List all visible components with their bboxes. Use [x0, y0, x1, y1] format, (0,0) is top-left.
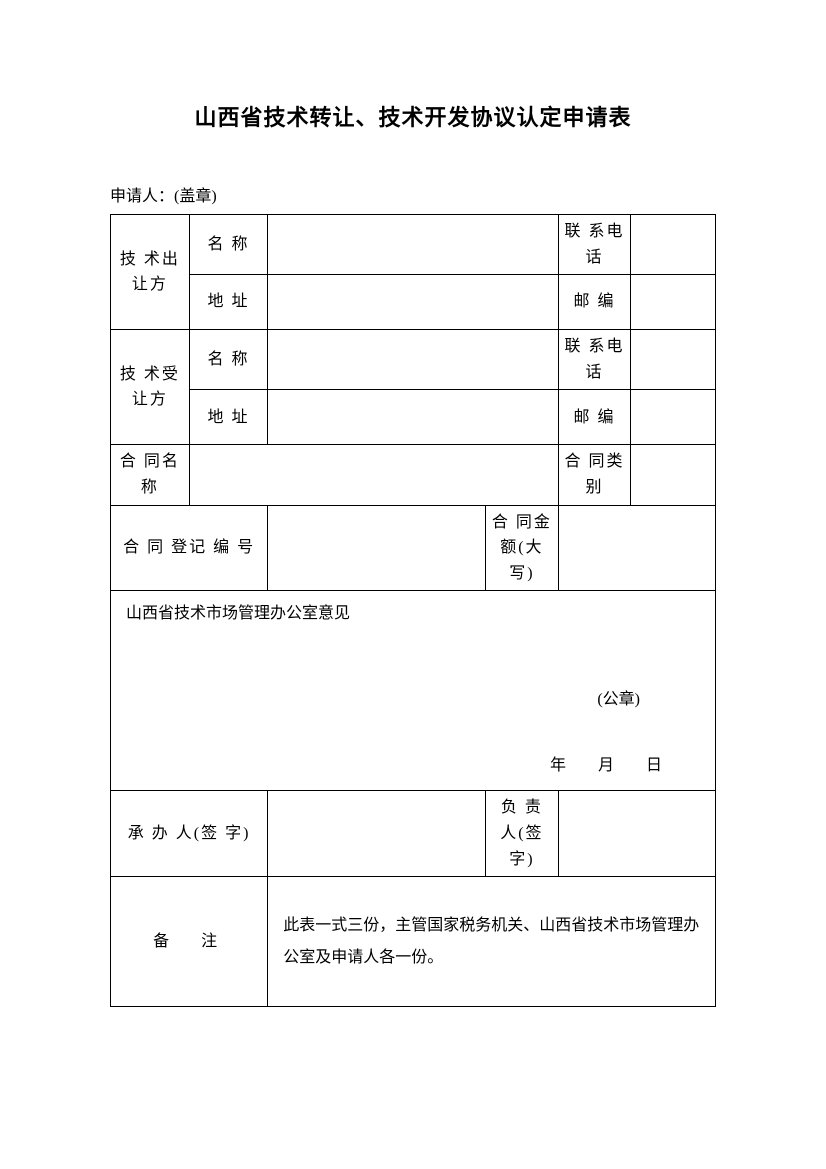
transferor-label: 技 术出让方 — [111, 215, 190, 330]
transferee-phone-label: 联 系电话 — [558, 330, 631, 390]
contract-reg-no-label: 合 同 登记 编 号 — [111, 505, 268, 591]
transferor-address-value[interactable] — [268, 275, 558, 330]
responsible-label: 负 责 人(签 字) — [486, 791, 559, 877]
date-label: 年 月 日 — [126, 753, 700, 779]
transferee-phone-value[interactable] — [631, 330, 716, 390]
contract-amount-label: 合 同金 额(大 写) — [486, 505, 559, 591]
transferor-name-value[interactable] — [268, 215, 558, 275]
handler-label: 承 办 人(签 字) — [111, 791, 268, 877]
transferor-name-label: 名 称 — [189, 215, 268, 275]
contract-type-value[interactable] — [631, 445, 716, 505]
transferee-name-label: 名 称 — [189, 330, 268, 390]
contract-name-value[interactable] — [189, 445, 558, 505]
application-form-table: 技 术出让方 名 称 联 系电话 地 址 邮 编 技 术受让方 名 称 联 系电… — [110, 214, 716, 1007]
responsible-value[interactable] — [558, 791, 715, 877]
transferee-label: 技 术受让方 — [111, 330, 190, 445]
contract-amount-value[interactable] — [558, 505, 715, 591]
remark-label: 备 注 — [111, 877, 268, 1007]
seal-label: (公章) — [126, 687, 700, 713]
transferor-phone-label: 联 系电话 — [558, 215, 631, 275]
contract-reg-no-value[interactable] — [268, 505, 486, 591]
remark-content: 此表一式三份，主管国家税务机关、山西省技术市场管理办公室及申请人各一份。 — [268, 877, 716, 1007]
transferor-phone-value[interactable] — [631, 215, 716, 275]
opinion-cell[interactable]: 山西省技术市场管理办公室意见 (公章) 年 月 日 — [111, 591, 716, 791]
opinion-label: 山西省技术市场管理办公室意见 — [126, 601, 700, 627]
transferor-postcode-label: 邮 编 — [558, 275, 631, 330]
handler-value[interactable] — [268, 791, 486, 877]
page-title: 山西省技术转让、技术开发协议认定申请表 — [110, 100, 716, 132]
transferee-name-value[interactable] — [268, 330, 558, 390]
contract-type-label: 合 同类 别 — [558, 445, 631, 505]
applicant-label: 申请人：(盖章) — [110, 182, 716, 206]
transferor-postcode-value[interactable] — [631, 275, 716, 330]
transferee-address-label: 地 址 — [189, 390, 268, 445]
transferee-address-value[interactable] — [268, 390, 558, 445]
contract-name-label: 合 同名 称 — [111, 445, 190, 505]
transferee-postcode-value[interactable] — [631, 390, 716, 445]
transferee-postcode-label: 邮 编 — [558, 390, 631, 445]
transferor-address-label: 地 址 — [189, 275, 268, 330]
